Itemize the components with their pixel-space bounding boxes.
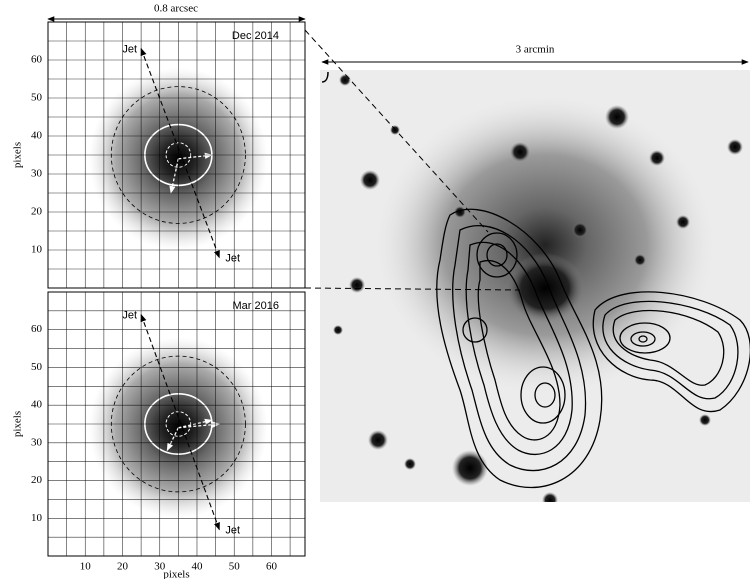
y-tick-label: 50: [31, 92, 43, 104]
y-tick-label: 20: [31, 474, 43, 486]
jet-label: Jet: [122, 310, 137, 322]
y-tick-label: 30: [31, 436, 43, 448]
x-axis-label: pixels: [163, 569, 189, 579]
x-tick-label: 60: [266, 561, 278, 573]
epoch-label: Dec 2014: [232, 30, 279, 42]
y-tick-label: 10: [31, 244, 43, 256]
y-tick-label: 50: [31, 361, 43, 373]
y-tick-label: 20: [31, 206, 43, 218]
jet-label: Jet: [225, 253, 240, 265]
y-tick-label: 60: [31, 323, 43, 335]
x-tick-label: 10: [80, 561, 92, 573]
x-tick-label: 20: [117, 561, 129, 573]
y-axis-label: pixels: [12, 142, 24, 168]
x-tick-label: 50: [229, 561, 241, 573]
scale-label: 0.8 arcsec: [154, 3, 198, 15]
epoch-label: Mar 2016: [233, 300, 279, 312]
y-tick-label: 10: [31, 512, 43, 524]
scale-label: 3 arcmin: [516, 44, 555, 56]
y-tick-label: 40: [31, 130, 43, 142]
figure: 0.8 arcsec 3 arcmin: [0, 0, 750, 579]
y-axis-label: pixels: [12, 411, 24, 437]
x-tick-label: 40: [191, 561, 203, 573]
panel: Jet Jet Dec 2014 10 20 30 40 50 60 pixels: [12, 22, 305, 288]
optical-image: [320, 70, 750, 508]
jet-label: Jet: [225, 525, 240, 537]
y-tick-label: 40: [31, 399, 43, 411]
y-tick-label: 60: [31, 54, 43, 66]
y-tick-label: 30: [31, 168, 43, 180]
jet-label: Jet: [122, 44, 137, 56]
